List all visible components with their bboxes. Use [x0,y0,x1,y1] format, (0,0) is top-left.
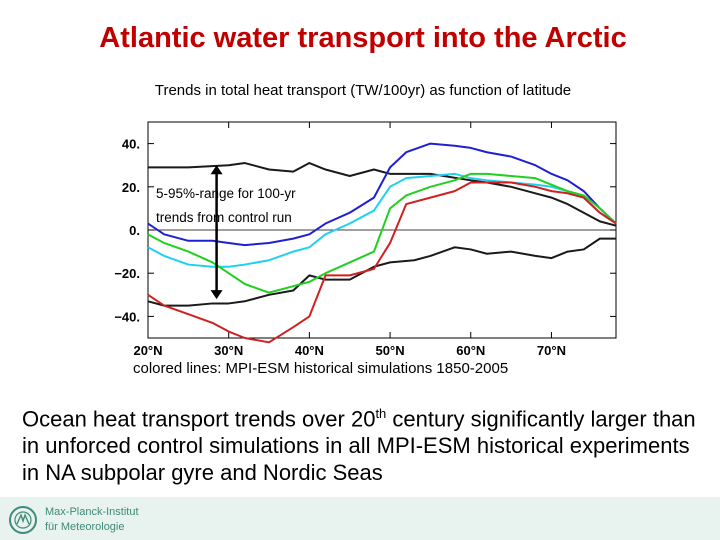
x-tick-label: 20°N [133,343,162,358]
body-text: Ocean heat transport trends over 20th ce… [22,400,712,486]
x-tick-label: 30°N [214,343,243,358]
y-tick-label: 0. [129,223,140,238]
body-text-part2: century significantly larger than in unf… [22,406,696,486]
range-arrow-head-top [210,165,223,175]
x-tick-label: 70°N [537,343,566,358]
series-line-6 [147,181,617,344]
body-text-superscript: th [375,406,387,421]
logo-line-1: Max-Planck-Institut [45,506,139,518]
annotation-line-2: trends from control run [156,210,292,225]
x-tick-label: 50°N [376,343,405,358]
chart-subtitle: Trends in total heat transport (TW/100yr… [154,82,572,99]
annotation-line-1: 5-95%-range for 100-yr [156,186,296,201]
body-text-part1: Ocean heat transport trends over 20 [22,406,376,432]
logo-line-2: für Meteorologie [45,521,125,533]
y-tick-label: −20. [114,266,140,281]
institute-logo-text: Max-Planck-Institut für Meteorologie [45,505,139,535]
x-tick-label: 60°N [456,343,485,358]
y-tick-label: −40. [114,309,140,324]
slide-title: Atlantic water transport into the Arctic [99,22,627,54]
mpi-logo-icon [9,506,37,534]
range-arrow-head-bottom [210,290,223,300]
series-line-5 [147,172,617,294]
x-tick-label: 40°N [295,343,324,358]
y-tick-label: 40. [122,137,140,152]
series-line-1 [148,162,617,227]
series-line-2 [147,237,616,307]
series-line-4 [147,172,617,268]
footer-bar [0,497,720,540]
y-tick-label: 20. [122,180,140,195]
series-line-3 [147,142,617,247]
chart-caption: colored lines: MPI-ESM historical simula… [133,360,509,377]
